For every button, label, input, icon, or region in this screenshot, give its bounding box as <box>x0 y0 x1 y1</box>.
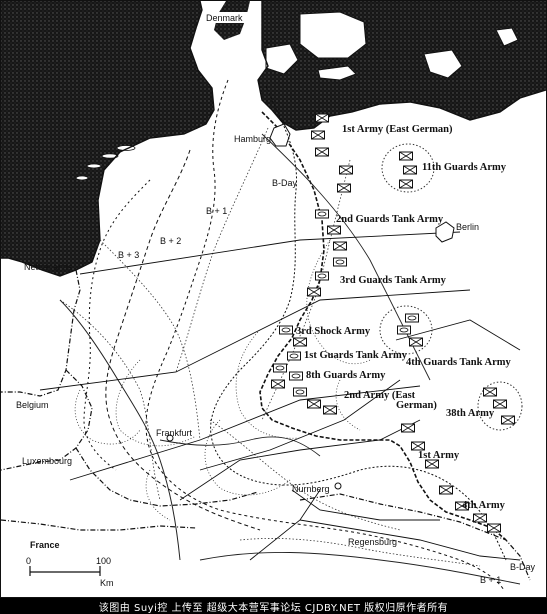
label-regensburg: Regensburg <box>348 537 397 547</box>
place-labels: Denmark Hamburg Berlin Netherlands Belgi… <box>16 12 479 550</box>
scale-unit-label: Km <box>100 578 114 588</box>
label-france: France <box>30 540 60 550</box>
army-labels: 1st Army (East German) 11th Guards Army … <box>296 124 511 511</box>
label-frankfurt: Frankfurt <box>156 428 193 438</box>
label-second-army-line2: German) <box>396 400 437 411</box>
phase-line-b-day <box>210 85 507 561</box>
czech-border <box>299 493 531 581</box>
zealand-island <box>299 11 367 59</box>
footer-text: 该图由 Suyi控 上传至 超级大本营军事论坛 CJDBY.NET 版权归原作者… <box>98 603 449 614</box>
coastline-west <box>1 0 215 277</box>
label-eleventh-guards: 11th Guards Army <box>422 162 507 173</box>
label-first-guards-tank: 1st Guards Tank Army <box>304 350 408 361</box>
label-third-guards-tank: 3rd Guards Tank Army <box>340 275 447 286</box>
label-second-guards-tank: 2nd Guards Tank Army <box>336 214 444 225</box>
thirty-eighth-area <box>477 381 523 431</box>
label-first-army: 1st Army <box>418 450 460 461</box>
label-second-army-line1: 2nd Army (East <box>344 390 416 401</box>
label-belgium: Belgium <box>16 400 49 410</box>
label-luxembourg: Luxembourg <box>22 456 72 466</box>
scale-bar: 0 100 Km <box>26 556 114 588</box>
eleventh-guards-area <box>381 143 435 193</box>
label-denmark: Denmark <box>206 13 243 23</box>
label-b-plus-1-south: B + 1 <box>480 575 501 585</box>
label-b-plus-2: B + 2 <box>160 236 181 246</box>
rhine-river <box>59 299 181 561</box>
label-nurnberg: Nurnberg <box>292 484 330 494</box>
label-b-plus-1-north: B + 1 <box>206 206 227 216</box>
nurnberg-city <box>334 482 342 490</box>
frankfurt-city <box>166 434 174 442</box>
hamburg-city <box>269 123 291 147</box>
scale-hundred-label: 100 <box>96 556 111 566</box>
berlin-city <box>435 221 455 243</box>
label-b-day-south: B-Day <box>510 562 536 572</box>
frisian-islands <box>75 145 136 181</box>
label-berlin: Berlin <box>456 222 479 232</box>
label-first-army-east-german: 1st Army (East German) <box>342 124 453 135</box>
main-river <box>159 436 321 457</box>
national-borders <box>0 269 259 531</box>
scale-zero-label: 0 <box>26 556 31 566</box>
phase-line-b-plus-1 <box>145 79 505 591</box>
fourth-guards-tank-area <box>379 305 433 355</box>
label-b-day-north: B-Day <box>272 178 298 188</box>
bornholm-island <box>495 27 519 47</box>
map-svg: 0 100 Km Denmark Hamburg Berlin Netherla… <box>0 0 547 598</box>
label-third-shock: 3rd Shock Army <box>296 326 371 337</box>
label-fourth-guards-tank: 4th Guards Tank Army <box>406 357 511 368</box>
army-boundaries <box>74 239 371 521</box>
label-netherlands: Netherlands <box>24 262 73 272</box>
inner-german-border <box>259 111 507 541</box>
rugen-island <box>423 49 463 79</box>
label-eighth-guards: 8th Guards Army <box>306 370 386 381</box>
highways <box>39 231 521 561</box>
label-hamburg: Hamburg <box>234 134 271 144</box>
label-thirty-eighth: 38th Army <box>446 408 495 419</box>
funen-island <box>265 43 299 75</box>
rivers <box>59 127 481 567</box>
label-fourth-army: 4th Army <box>462 500 506 511</box>
footer-watermark: 该图由 Suyi控 上传至 超级大本营军事论坛 CJDBY.NET 版权归原作者… <box>0 598 547 614</box>
label-b-plus-3: B + 3 <box>118 250 139 260</box>
lolland-island <box>317 65 357 81</box>
danube-river <box>199 551 521 585</box>
phase-line-b-plus-2 <box>105 149 261 531</box>
wave-labels: B-Day B + 1 B + 2 B + 3 B-Day B + 1 <box>118 178 536 585</box>
north-sea <box>1 1 214 276</box>
